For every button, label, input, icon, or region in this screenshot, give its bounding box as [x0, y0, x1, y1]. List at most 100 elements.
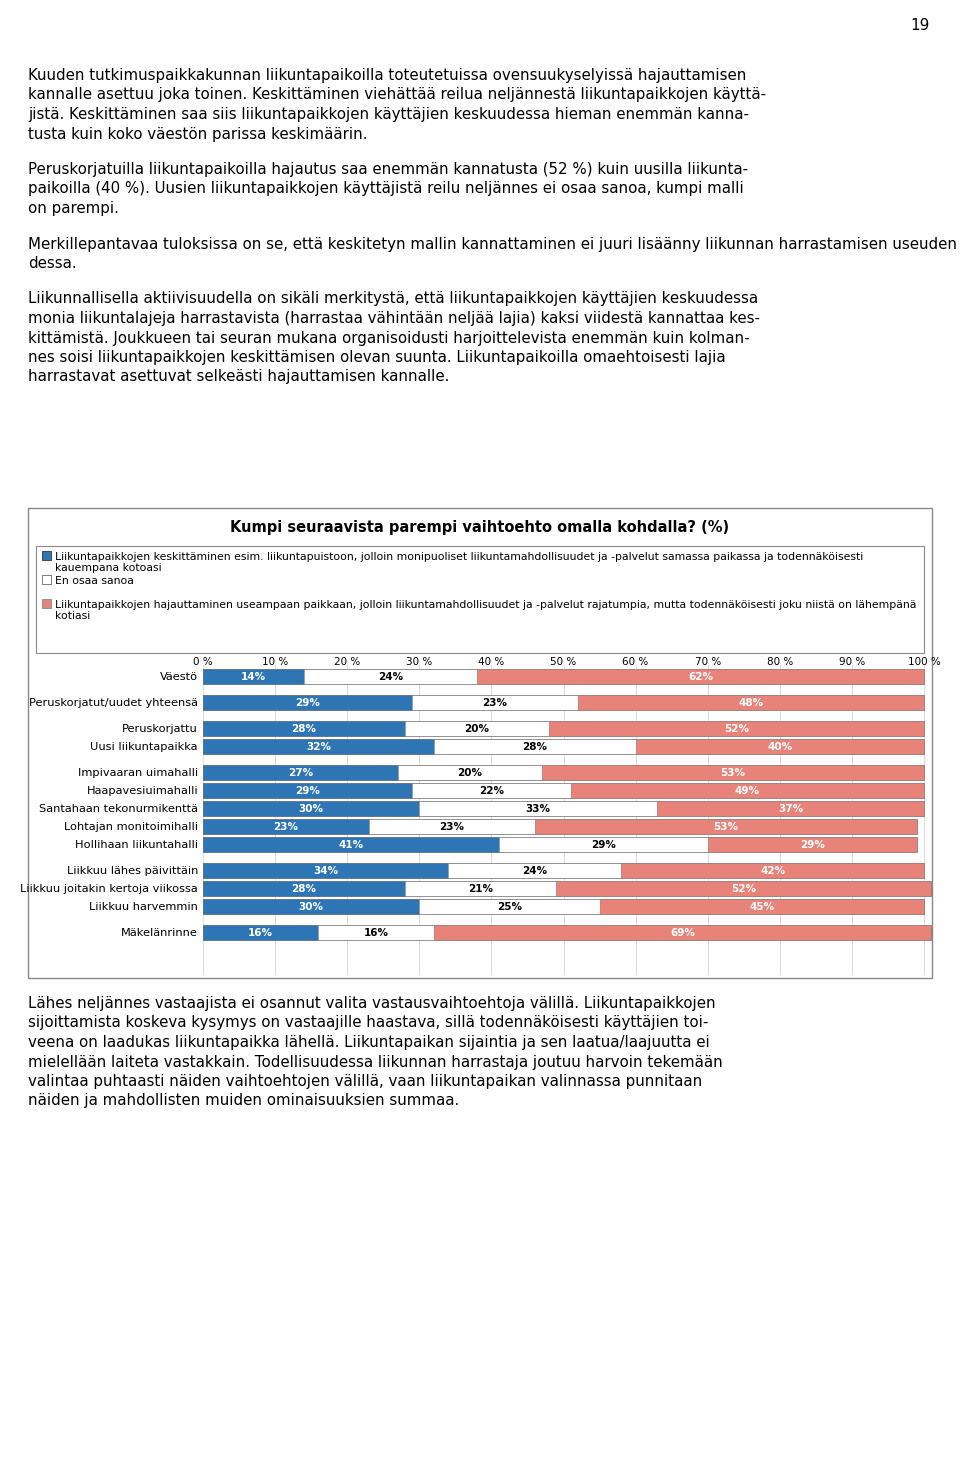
Bar: [203, 898, 924, 915]
Text: mielellään laiteta vastakkain. Todellisuudessa liikunnan harrastaja joutuu harvo: mielellään laiteta vastakkain. Todellisu…: [28, 1054, 723, 1070]
Text: 30%: 30%: [299, 803, 324, 813]
Text: Mäkelänrinne: Mäkelänrinne: [121, 928, 198, 938]
Bar: [203, 881, 931, 895]
Bar: [203, 782, 924, 799]
Text: Haapavesiuimahalli: Haapavesiuimahalli: [86, 785, 198, 796]
Text: valintaa puhtaasti näiden vaihtoehtojen välillä, vaan liikuntapaikan valinnassa : valintaa puhtaasti näiden vaihtoehtojen …: [28, 1075, 703, 1089]
Text: 41%: 41%: [338, 840, 364, 850]
Text: on parempi.: on parempi.: [28, 201, 119, 216]
Bar: [203, 765, 397, 780]
Text: 70 %: 70 %: [695, 658, 721, 666]
Text: Liikkuu joitakin kertoja viikossa: Liikkuu joitakin kertoja viikossa: [20, 884, 198, 894]
Text: 22%: 22%: [479, 785, 504, 796]
Bar: [28, 508, 932, 978]
Text: Merkillepantavaa tuloksissa on se, että keskitetyn mallin kannattaminen ei juuri: Merkillepantavaa tuloksissa on se, että …: [28, 236, 960, 251]
Bar: [434, 925, 931, 940]
Text: Liikunnallisella aktiivisuudella on sikäli merkitystä, että liikuntapaikkojen kä: Liikunnallisella aktiivisuudella on sikä…: [28, 292, 758, 307]
Text: 62%: 62%: [688, 671, 713, 681]
Bar: [203, 738, 434, 755]
Bar: [203, 863, 924, 878]
Text: Santahaan tekonurmikenttä: Santahaan tekonurmikenttä: [39, 803, 198, 813]
Text: 100 %: 100 %: [907, 658, 941, 666]
Text: 23%: 23%: [440, 822, 465, 831]
Text: 34%: 34%: [313, 866, 338, 875]
Text: Peruskorjattu: Peruskorjattu: [122, 724, 198, 734]
Bar: [578, 694, 924, 711]
Bar: [203, 694, 924, 711]
Bar: [636, 738, 924, 755]
Text: dessa.: dessa.: [28, 255, 77, 272]
Bar: [42, 599, 51, 608]
Text: Lohtajan monitoimihalli: Lohtajan monitoimihalli: [64, 822, 198, 831]
Text: kannalle asettuu joka toinen. Keskittäminen viehättää reilua neljännestä liikunt: kannalle asettuu joka toinen. Keskittämi…: [28, 88, 766, 103]
Text: 28%: 28%: [292, 884, 317, 894]
Bar: [319, 925, 434, 940]
Bar: [203, 819, 917, 834]
Text: kauempana kotoasi: kauempana kotoasi: [55, 564, 161, 573]
Text: sijoittamista koskeva kysymys on vastaajille haastava, sillä todennäköisesti käy: sijoittamista koskeva kysymys on vastaaj…: [28, 1016, 708, 1031]
Bar: [203, 669, 924, 684]
Bar: [420, 898, 600, 915]
Text: Peruskorjatut/uudet yhteensä: Peruskorjatut/uudet yhteensä: [29, 697, 198, 708]
Bar: [203, 694, 412, 711]
Text: 37%: 37%: [778, 803, 804, 813]
Text: 29%: 29%: [800, 840, 825, 850]
Text: 0 %: 0 %: [193, 658, 213, 666]
Text: 33%: 33%: [526, 803, 551, 813]
Bar: [708, 837, 917, 851]
Text: 50 %: 50 %: [550, 658, 577, 666]
Bar: [549, 721, 924, 735]
Bar: [448, 863, 621, 878]
Text: 53%: 53%: [713, 822, 738, 831]
Text: jistä. Keskittäminen saa siis liikuntapaikkojen käyttäjien keskuudessa hieman en: jistä. Keskittäminen saa siis liikuntapa…: [28, 107, 749, 122]
Bar: [658, 802, 924, 816]
Text: kittämistä. Joukkueen tai seuran mukana organisoidusti harjoittelevista enemmän : kittämistä. Joukkueen tai seuran mukana …: [28, 330, 750, 345]
Bar: [621, 863, 924, 878]
Bar: [203, 819, 369, 834]
Bar: [203, 898, 420, 915]
Text: Liikuntapaikkojen keskittäminen esim. liikuntapuistoon, jolloin monipuoliset lii: Liikuntapaikkojen keskittäminen esim. li…: [55, 552, 863, 562]
Bar: [405, 721, 549, 735]
Bar: [203, 837, 498, 851]
Bar: [36, 546, 924, 653]
Text: 24%: 24%: [522, 866, 547, 875]
Bar: [477, 669, 924, 684]
Text: 25%: 25%: [497, 901, 522, 912]
Bar: [535, 819, 917, 834]
Bar: [203, 925, 931, 940]
Text: 49%: 49%: [734, 785, 760, 796]
Text: 24%: 24%: [378, 671, 403, 681]
Text: 30 %: 30 %: [406, 658, 432, 666]
Bar: [42, 550, 51, 559]
Text: 48%: 48%: [738, 697, 763, 708]
Text: 29%: 29%: [590, 840, 615, 850]
Text: 16%: 16%: [249, 928, 274, 938]
Text: 40%: 40%: [767, 741, 792, 752]
Text: 29%: 29%: [295, 697, 320, 708]
Text: 90 %: 90 %: [839, 658, 865, 666]
Bar: [570, 782, 924, 799]
Text: 42%: 42%: [760, 866, 785, 875]
Bar: [203, 837, 917, 851]
Text: 14%: 14%: [241, 671, 266, 681]
Text: 32%: 32%: [306, 741, 331, 752]
Text: 52%: 52%: [732, 884, 756, 894]
Text: 23%: 23%: [483, 697, 508, 708]
Bar: [420, 802, 658, 816]
Bar: [397, 765, 541, 780]
Text: 45%: 45%: [749, 901, 775, 912]
Text: Väestö: Väestö: [160, 671, 198, 681]
Text: 27%: 27%: [288, 768, 313, 778]
Bar: [412, 782, 570, 799]
Bar: [203, 802, 924, 816]
Text: 80 %: 80 %: [767, 658, 793, 666]
Bar: [203, 721, 924, 735]
Text: Kuuden tutkimuspaikkakunnan liikuntapaikoilla toteutetuissa ovensuukyselyissä ha: Kuuden tutkimuspaikkakunnan liikuntapaik…: [28, 68, 746, 84]
Text: 60 %: 60 %: [622, 658, 649, 666]
Bar: [203, 881, 405, 895]
Text: Liikkuu harvemmin: Liikkuu harvemmin: [89, 901, 198, 912]
Text: nes soisi liikuntapaikkojen keskittämisen olevan suunta. Liikuntapaikoilla omaeh: nes soisi liikuntapaikkojen keskittämise…: [28, 349, 726, 366]
Text: 53%: 53%: [720, 768, 745, 778]
Text: Impivaaran uimahalli: Impivaaran uimahalli: [78, 768, 198, 778]
Text: 69%: 69%: [670, 928, 695, 938]
